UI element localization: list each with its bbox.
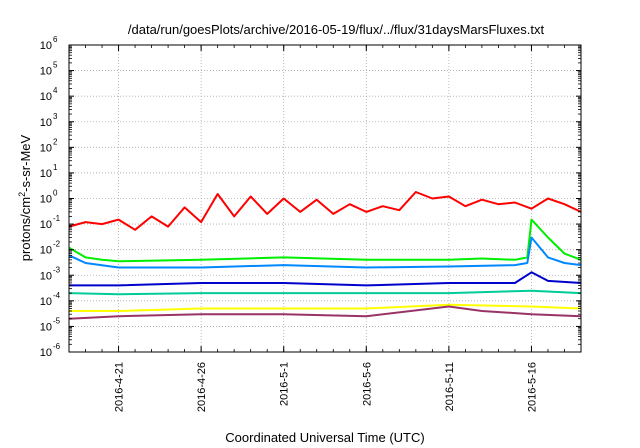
- y-tick-label: 10: [40, 117, 52, 129]
- x-tick-label: 2016-5-6: [361, 362, 373, 406]
- y-tick-label: 10: [40, 219, 52, 231]
- y-tick-label: 10: [40, 296, 52, 308]
- y-tick-exponent: 2: [53, 137, 58, 146]
- y-tick-label: 10: [40, 321, 52, 333]
- y-tick-label: 10: [40, 40, 52, 52]
- y-tick-exponent: 1: [53, 163, 58, 172]
- x-tick-label: 2016-4-26: [196, 362, 208, 412]
- y-tick-label: 10: [40, 66, 52, 78]
- y-tick-exponent: -4: [53, 291, 61, 300]
- y-tick-exponent: -6: [53, 342, 61, 351]
- grid: [69, 45, 581, 352]
- y-tick-label: 10: [40, 91, 52, 103]
- series-line-5: [68, 289, 582, 296]
- y-tick-label: 10: [40, 245, 52, 257]
- series-line-6: [69, 303, 582, 312]
- y-tick-exponent: -1: [53, 214, 61, 223]
- y-tick-label: 10: [40, 194, 52, 206]
- series-line-4: [69, 271, 582, 287]
- series-line-7: [68, 305, 582, 320]
- series-line-2: [68, 218, 582, 263]
- x-tick-label: 2016-5-1: [279, 362, 291, 406]
- series-line-3: [68, 236, 582, 269]
- y-tick-label: 10: [40, 168, 52, 180]
- x-tick-label: 2016-4-21: [114, 362, 126, 412]
- x-tick-label: 2016-5-16: [526, 362, 538, 412]
- series-line-1: [68, 191, 582, 231]
- y-tick-exponent: 0: [53, 189, 58, 198]
- x-axis: 2016-4-21 2016-4-26 2016-5-1 2016-5-6 2016-5…: [68, 45, 582, 412]
- y-tick-exponent: 5: [53, 61, 58, 70]
- series-layer: [68, 191, 582, 320]
- x-tick-label: 2016-5-11: [444, 362, 456, 411]
- x-axis-label: Coordinated Universal Time (UTC): [225, 430, 424, 445]
- y-tick-exponent: 6: [53, 35, 58, 44]
- y-tick-exponent: 4: [53, 86, 58, 95]
- y-tick-exponent: 3: [53, 112, 58, 121]
- y-tick-exponent: -3: [53, 265, 61, 274]
- y-tick-exponent: -2: [53, 240, 61, 249]
- y-tick-label: 10: [40, 142, 52, 154]
- y-axis: 10-610-510-410-310-210-11001011021031041…: [40, 35, 581, 359]
- y-tick-label: 10: [40, 270, 52, 282]
- y-tick-exponent: -5: [53, 316, 61, 325]
- y-tick-label: 10: [40, 347, 52, 359]
- chart-title: /data/run/goesPlots/archive/2016-05-19/f…: [128, 22, 545, 37]
- y-axis-label: protons/cm2-s-sr-MeV: [17, 134, 33, 261]
